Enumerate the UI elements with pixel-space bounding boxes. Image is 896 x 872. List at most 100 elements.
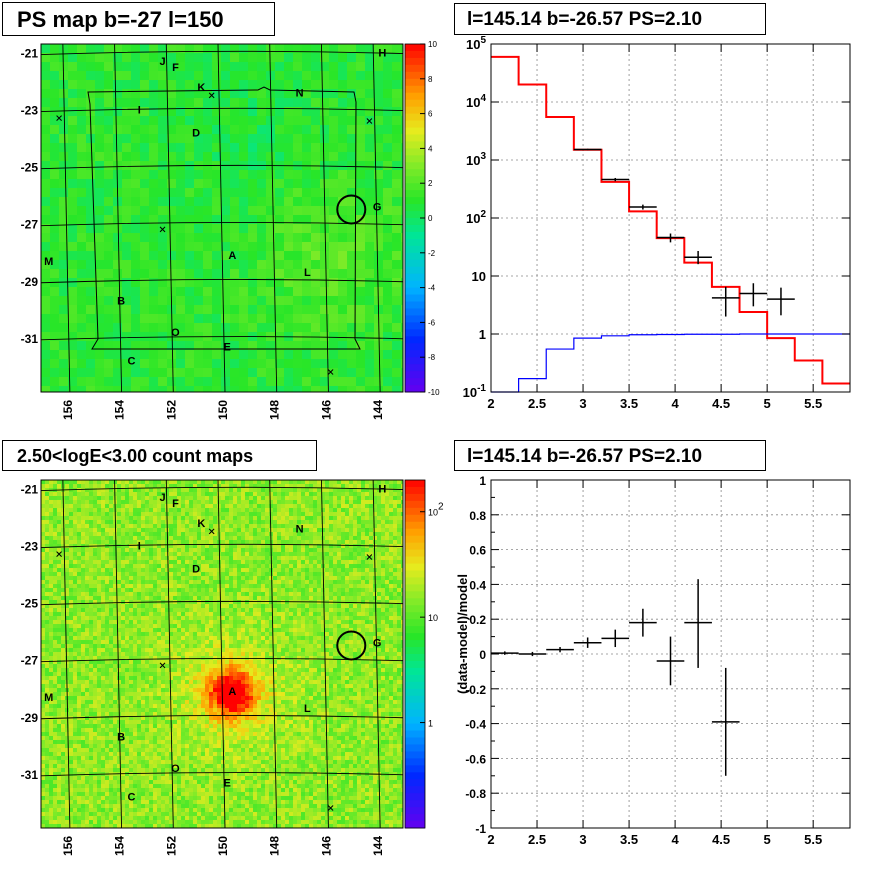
x-tick-label: 5.5: [804, 396, 822, 411]
colorbar-tick-label: 10: [428, 40, 437, 49]
y-tick-label: -0.4: [465, 718, 486, 732]
x-tick-label: 144: [371, 400, 385, 420]
lat-gridline: [40, 715, 404, 720]
x-tick-label: 4: [671, 396, 679, 411]
colorbar-tick-label: 0: [428, 214, 433, 223]
lat-gridline: [40, 50, 404, 56]
x-tick-label: 146: [319, 836, 333, 856]
lon-gridline: [165, 43, 174, 393]
colorbar-tick-label: 8: [428, 75, 433, 84]
y-tick-label: -25: [21, 161, 39, 175]
ps-map-overlay: J F K H N I D G M A L B O E C: [40, 43, 404, 393]
source-label: O: [171, 763, 180, 775]
spectrum-title: l=145.14 b=-26.57 PS=2.10: [454, 3, 766, 35]
roi-boundary: [87, 86, 361, 350]
ps-map-colorbar: 10 8 6 4 2 0 -2 -4 -6 -8 -10: [404, 40, 440, 397]
source-label: H: [378, 48, 386, 60]
y-tick-label: 10: [472, 269, 486, 284]
x-tick-label: 146: [319, 400, 333, 420]
x-tick-label: 3.5: [620, 396, 638, 411]
source-marker: [208, 528, 215, 535]
source-label: G: [373, 202, 382, 214]
y-tick-label: 104: [466, 93, 486, 110]
colorbar-frame: [404, 479, 426, 829]
x-tick-label: 154: [113, 400, 127, 420]
colorbar-tick-label: 10: [428, 613, 438, 623]
colorbar-tick-label: -4: [428, 284, 436, 293]
x-tick-label: 5.5: [804, 832, 822, 847]
source-label: C: [128, 356, 136, 368]
source-marker: [366, 554, 373, 560]
source-label: E: [223, 341, 230, 353]
ps-map-heatmap: [41, 44, 404, 393]
colorbar-tick-label: -6: [428, 318, 436, 327]
source-label: A: [228, 686, 236, 698]
lon-gridline: [217, 43, 226, 393]
spectrum-axes: 10-1 1 10 102 103 104 105 2 2.5 3 3.5 4 4.5 5 5.5: [463, 35, 851, 411]
y-axis-label: (data-model)/model: [455, 574, 470, 694]
lon-gridline: [217, 479, 226, 829]
ps-map-axes: -21 -23 -25 -27 -29 -31 156 154 152 150 148 146 144: [21, 47, 385, 420]
source-label: O: [171, 327, 180, 339]
x-tick-label: 3: [579, 396, 586, 411]
source-label: K: [197, 82, 205, 94]
x-tick-label: 152: [164, 400, 178, 420]
source-label: B: [117, 296, 125, 308]
y-tick-label: 105: [466, 35, 486, 52]
source-label: B: [117, 732, 125, 744]
target-circle: [336, 194, 367, 225]
y-tick-label: -0.8: [465, 787, 486, 801]
source-label: E: [223, 777, 230, 789]
y-tick-label: 0: [479, 648, 486, 662]
y-tick-label: -23: [21, 104, 39, 118]
x-tick-label: 2.5: [528, 396, 546, 411]
source-label: M: [44, 692, 53, 704]
colorbar-tick-label: 4: [428, 144, 433, 153]
source-label: F: [172, 62, 179, 74]
lat-gridline: [40, 772, 404, 777]
spectrum-panel: 10-1 1 10 102 103 104 105 2 2.5 3 3.5 4 4.5 5 5.5: [463, 35, 851, 411]
lon-gridline: [320, 43, 329, 393]
source-label: N: [296, 87, 304, 99]
x-tick-label: 3.5: [620, 832, 638, 847]
x-tick-label: 4.5: [712, 832, 730, 847]
x-tick-label: 2.5: [528, 832, 546, 847]
y-tick-label: -25: [21, 597, 39, 611]
x-tick-label: 154: [113, 836, 127, 856]
source-marker: [159, 226, 166, 233]
residual-panel: -1 -0.8 -0.6 -0.4 -0.2 0 0.2 0.4 0.6 0.8 1 2 2.5 3 3.5…: [455, 474, 851, 847]
y-tick-label: -31: [21, 768, 39, 782]
source-label: H: [378, 484, 386, 496]
lon-gridline: [62, 479, 71, 829]
lon-gridline: [269, 43, 278, 393]
x-tick-label: 2: [487, 396, 494, 411]
x-tick-label: 5: [764, 832, 771, 847]
lon-gridline: [165, 479, 174, 829]
y-tick-label: 0.4: [469, 578, 486, 592]
source-label: J: [159, 492, 165, 504]
source-label: I: [138, 541, 141, 553]
source-label: C: [128, 792, 136, 804]
y-tick-label: -31: [21, 332, 39, 346]
source-label: G: [373, 638, 382, 650]
x-tick-label: 2: [487, 832, 494, 847]
source-marker: [56, 551, 62, 558]
spectrum-grid: [491, 44, 850, 392]
source-label: I: [138, 105, 141, 117]
source-marker: [56, 115, 62, 122]
source-label: F: [172, 498, 179, 510]
x-tick-label: 156: [61, 400, 75, 420]
lon-gridline: [269, 479, 278, 829]
y-tick-label: 1: [479, 474, 486, 488]
source-marker: [327, 369, 334, 375]
residual-title: l=145.14 b=-26.57 PS=2.10: [454, 440, 766, 471]
y-tick-label: 102: [466, 209, 486, 226]
x-tick-label: 5: [764, 396, 771, 411]
map-frame: [40, 479, 404, 829]
source-label: N: [296, 523, 304, 535]
y-tick-label: -27: [21, 218, 39, 232]
model-source-step: [491, 333, 850, 393]
count-map-axes: -21 -23 -25 -27 -29 -31 156 154 152 150 148 146 144: [21, 483, 385, 856]
x-tick-label: 144: [371, 836, 385, 856]
